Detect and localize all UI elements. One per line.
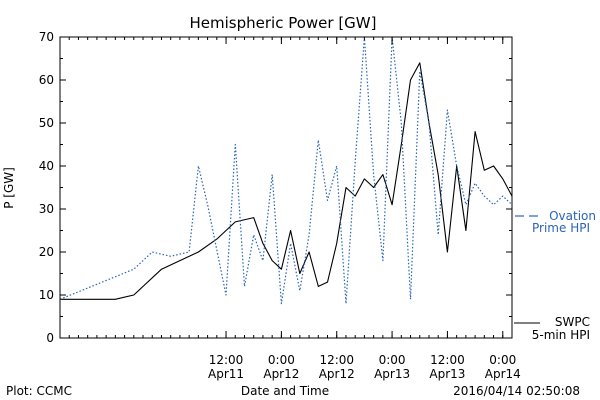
x-tick-label-time: 12:00 [319, 353, 354, 367]
x-axis-label: Date and Time [241, 384, 329, 398]
x-tick-label-time: 12:00 [209, 353, 244, 367]
y-tick-label: 20 [39, 245, 54, 259]
x-tick-label-time: 0:00 [489, 353, 516, 367]
series-line-ovation [59, 36, 513, 305]
x-tick-label-time: 0:00 [379, 353, 406, 367]
y-tick-label: 70 [39, 30, 54, 44]
y-tick-label: 10 [39, 288, 54, 302]
x-tick-label-date: Apr14 [485, 367, 521, 381]
x-tick-label-time: 0:00 [268, 353, 295, 367]
x-tick-label-date: Apr13 [374, 367, 410, 381]
legend-ovation-label-2: Prime HPI [532, 221, 590, 235]
x-tick-label-date: Apr13 [429, 367, 465, 381]
x-tick-label-date: Apr12 [263, 367, 299, 381]
y-axis-label: P [GW] [2, 167, 16, 209]
y-tick-label: 60 [39, 73, 54, 87]
axes: 01020304050607012:00Apr110:00Apr1212:00A… [39, 30, 521, 381]
plot-area [59, 36, 513, 305]
x-tick-label-date: Apr12 [319, 367, 355, 381]
legend-swpc-label-1: SWPC [555, 315, 590, 329]
y-tick-label: 0 [46, 331, 54, 345]
x-tick-label-date: Apr11 [208, 367, 244, 381]
chart-title: Hemispheric Power [GW] [190, 14, 377, 32]
footer-timestamp: 2016/04/14 02:50:08 [453, 384, 580, 398]
y-tick-label: 50 [39, 116, 54, 130]
x-tick-label-time: 12:00 [430, 353, 465, 367]
y-tick-label: 30 [39, 202, 54, 216]
y-tick-label: 40 [39, 159, 54, 173]
legend-ovation-label-1: Ovation [549, 209, 596, 223]
series-line-swpc [60, 62, 513, 300]
legend-swpc-label-2: 5-min HPI [532, 328, 590, 342]
footer-plot-credit: Plot: CCMC [6, 384, 72, 398]
